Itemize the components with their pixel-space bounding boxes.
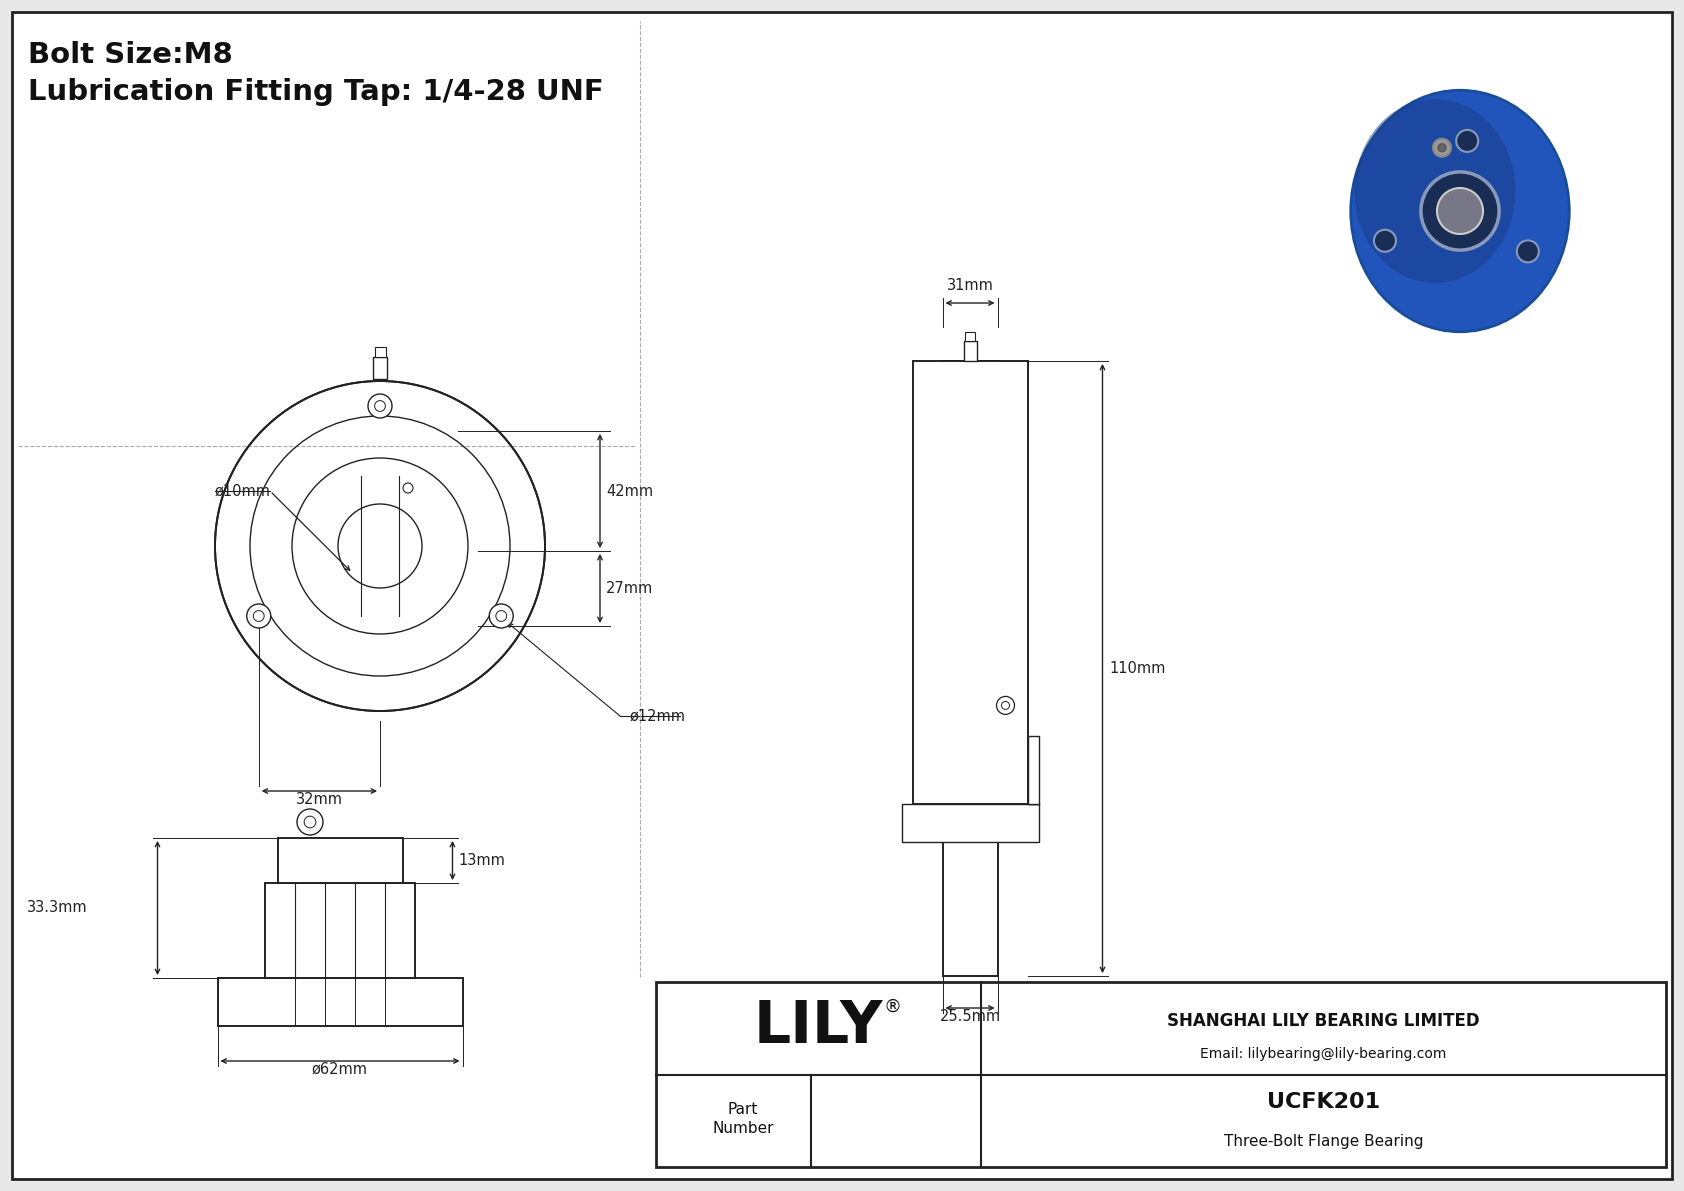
Bar [217, 978, 463, 1025]
Text: 25.5mm: 25.5mm [940, 1009, 1000, 1024]
Text: 33.3mm: 33.3mm [27, 900, 88, 916]
Text: 13mm: 13mm [458, 853, 505, 868]
Bar [360, 506, 399, 586]
Polygon shape [1027, 736, 1039, 804]
Polygon shape [227, 386, 532, 688]
Bar [374, 347, 386, 357]
Text: 32mm: 32mm [296, 792, 344, 807]
Bar [264, 883, 414, 978]
Text: 31mm: 31mm [946, 278, 994, 293]
Text: SHANGHAI LILY BEARING LIMITED: SHANGHAI LILY BEARING LIMITED [1167, 1012, 1480, 1030]
Text: 27mm: 27mm [606, 581, 653, 596]
Circle shape [1374, 230, 1396, 251]
Bar [901, 804, 1039, 842]
Text: Lubrication Fitting Tap: 1/4-28 UNF: Lubrication Fitting Tap: 1/4-28 UNF [29, 77, 605, 106]
Text: Three-Bolt Flange Bearing: Three-Bolt Flange Bearing [1224, 1134, 1423, 1148]
Text: LILY: LILY [753, 998, 882, 1055]
Bar [372, 357, 387, 379]
Text: ø10mm: ø10mm [216, 484, 271, 499]
Circle shape [1421, 172, 1499, 250]
Circle shape [248, 604, 271, 628]
Text: ®: ® [882, 997, 901, 1016]
Text: 42mm: 42mm [606, 484, 653, 499]
Circle shape [1436, 188, 1484, 233]
Circle shape [997, 697, 1014, 715]
Bar [913, 361, 1027, 804]
Circle shape [369, 394, 392, 418]
Circle shape [490, 604, 514, 628]
Text: ø12mm: ø12mm [630, 709, 685, 723]
Text: 110mm: 110mm [1110, 661, 1165, 676]
Bar [278, 838, 402, 883]
Bar [657, 983, 1665, 1167]
Text: UCFK201: UCFK201 [1266, 1092, 1381, 1112]
Text: Bolt Size:M8: Bolt Size:M8 [29, 40, 232, 69]
Text: Part
Number: Part Number [712, 1102, 773, 1136]
Ellipse shape [1354, 99, 1516, 283]
Bar [943, 361, 997, 975]
Circle shape [1517, 241, 1539, 262]
Circle shape [1457, 130, 1479, 152]
Circle shape [296, 809, 323, 835]
Bar [965, 332, 975, 341]
Text: Email: lilybearing@lily-bearing.com: Email: lilybearing@lily-bearing.com [1201, 1047, 1447, 1061]
Bar [370, 453, 389, 463]
Bar [963, 341, 977, 361]
Circle shape [1433, 138, 1452, 157]
Text: ø62mm: ø62mm [312, 1062, 369, 1077]
Circle shape [1438, 144, 1447, 151]
Circle shape [216, 381, 546, 711]
Ellipse shape [1351, 91, 1569, 332]
